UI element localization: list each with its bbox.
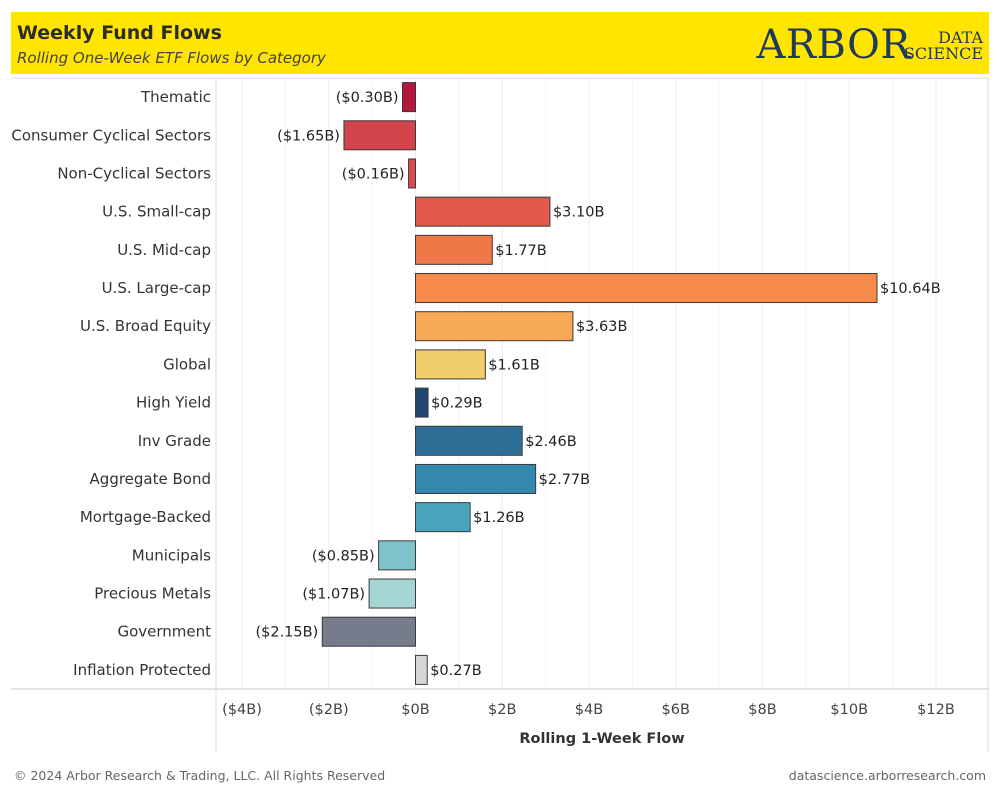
bar-high-yield <box>415 387 429 418</box>
logo-sub-data: DATA <box>938 28 983 47</box>
x-tick-label: $0B <box>401 702 429 718</box>
logo-sub-science: SCIENCE <box>903 44 983 63</box>
x-tick-label: $6B <box>662 702 690 718</box>
arbor-logo: ARBOR DATA SCIENCE <box>756 20 983 68</box>
category-label: U.S. Small-cap <box>102 203 211 221</box>
bar-u-s-broad-equity <box>415 311 574 342</box>
bar-precious-metals <box>368 578 417 609</box>
data-label: ($1.07B) <box>302 587 365 603</box>
category-label: U.S. Large-cap <box>102 279 211 297</box>
chart-subtitle: Rolling One-Week ETF Flows by Category <box>17 49 326 67</box>
bar-inv-grade <box>415 425 523 456</box>
category-label: Municipals <box>132 546 211 564</box>
category-label: Mortgage-Backed <box>80 508 211 526</box>
data-label: $3.63B <box>576 319 627 335</box>
bar-mortgage-backed <box>415 502 471 533</box>
category-label: Global <box>163 355 211 373</box>
data-label: ($1.65B) <box>277 128 340 144</box>
chart-title: Weekly Fund Flows <box>17 22 222 44</box>
bar-global <box>415 349 486 380</box>
category-label: Government <box>117 623 211 641</box>
x-tick-label: $12B <box>917 702 955 718</box>
data-label: $2.77B <box>539 472 590 488</box>
x-tick-label: ($4B) <box>222 702 262 718</box>
x-axis-title: Rolling 1-Week Flow <box>519 731 684 747</box>
category-label: Inflation Protected <box>73 661 211 679</box>
data-label: $0.29B <box>431 396 482 412</box>
bar-non-cyclical-sectors <box>408 158 417 189</box>
category-label: Consumer Cyclical Sectors <box>11 126 211 144</box>
data-label: ($0.30B) <box>336 90 399 106</box>
data-label: ($0.85B) <box>312 548 375 564</box>
logo-main-text: ARBOR <box>756 22 911 68</box>
x-tick-label: ($2B) <box>309 702 349 718</box>
data-label: ($2.15B) <box>255 625 318 641</box>
data-label: $2.46B <box>525 434 576 450</box>
category-label: High Yield <box>136 394 211 412</box>
category-label: U.S. Broad Equity <box>80 317 211 335</box>
category-label: Non-Cyclical Sectors <box>57 164 211 182</box>
bar-municipals <box>378 540 417 571</box>
data-label: $3.10B <box>553 205 604 221</box>
bar-inflation-protected <box>415 654 428 685</box>
data-label: $1.77B <box>495 243 546 259</box>
data-label: $10.64B <box>880 281 941 297</box>
data-label: $1.61B <box>488 357 539 373</box>
bar-u-s-large-cap <box>415 273 878 304</box>
data-label: $1.26B <box>473 510 524 526</box>
data-label: ($0.16B) <box>342 166 405 182</box>
bar-consumer-cyclical-sectors <box>343 120 417 151</box>
footer-copyright: © 2024 Arbor Research & Trading, LLC. Al… <box>14 768 386 783</box>
header-banner: Weekly Fund Flows Rolling One-Week ETF F… <box>11 12 989 74</box>
footer-url: datascience.arborresearch.com <box>788 768 986 783</box>
bar-aggregate-bond <box>415 463 537 494</box>
category-label: Inv Grade <box>138 432 211 450</box>
x-tick-label: $4B <box>575 702 603 718</box>
category-label: Precious Metals <box>94 585 211 603</box>
bar-government <box>321 616 417 647</box>
bar-thematic <box>401 82 417 113</box>
category-label: U.S. Mid-cap <box>117 241 211 259</box>
x-tick-label: $2B <box>488 702 516 718</box>
category-label: Thematic <box>140 88 211 106</box>
bar-u-s-small-cap <box>415 196 551 227</box>
category-label: Aggregate Bond <box>90 470 211 488</box>
x-tick-label: $8B <box>748 702 776 718</box>
data-label: $0.27B <box>430 663 481 679</box>
bar-u-s-mid-cap <box>415 234 493 265</box>
x-tick-label: $10B <box>830 702 868 718</box>
